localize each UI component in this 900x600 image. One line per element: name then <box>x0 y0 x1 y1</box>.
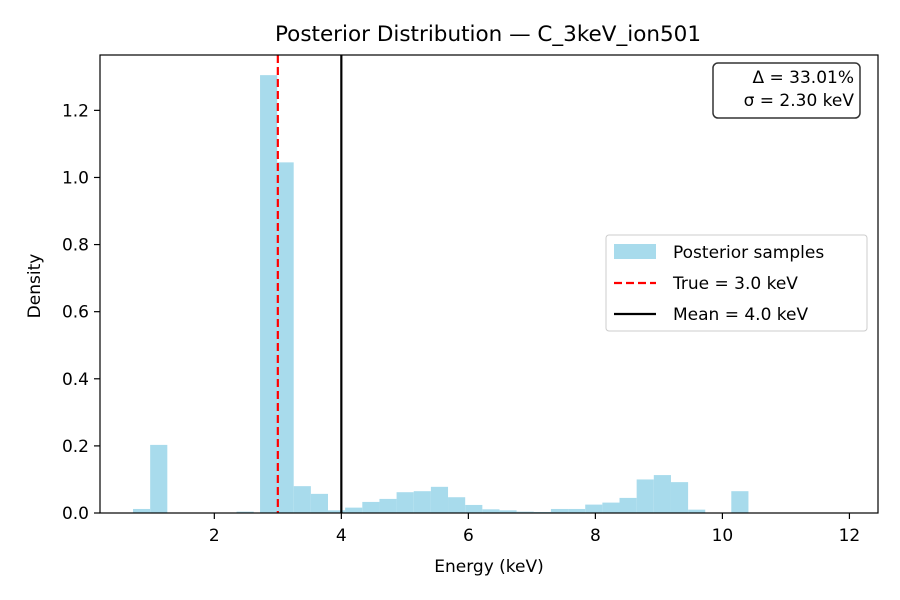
y-tick-label: 1.2 <box>62 101 89 121</box>
histogram-bar <box>133 508 151 513</box>
histogram-bar <box>636 479 654 513</box>
histogram-bar <box>688 509 706 513</box>
histogram-bar <box>465 504 483 513</box>
histogram-bar <box>328 510 346 513</box>
y-tick-label: 1.0 <box>62 168 89 188</box>
x-axis-label: Energy (keV) <box>434 557 544 577</box>
chart-title: Posterior Distribution — C_3keV_ion501 <box>275 22 701 47</box>
histogram-bar <box>482 509 500 513</box>
histogram-bar <box>277 162 294 513</box>
histogram-bar <box>362 501 380 513</box>
y-axis-ticks: 0.0 0.2 0.4 0.6 0.8 1.0 1.2 <box>62 101 100 524</box>
plot-area <box>99 54 879 514</box>
histogram-bar <box>150 444 168 513</box>
histogram-bar <box>293 486 311 513</box>
y-tick-label: 0.6 <box>62 303 89 323</box>
legend-swatch-posterior <box>614 244 656 259</box>
histogram-bar <box>499 510 517 513</box>
histogram-bar <box>731 491 749 513</box>
annotation-sigma: σ = 2.30 keV <box>744 91 855 111</box>
histogram-bar <box>585 504 603 513</box>
x-tick-label: 6 <box>463 526 474 546</box>
axes-frame <box>99 54 879 514</box>
histogram-bar <box>568 508 586 513</box>
histogram-bar <box>430 486 449 513</box>
x-axis-ticks: 2 4 6 8 10 12 <box>209 513 860 546</box>
y-axis-label: Density <box>25 254 45 319</box>
histogram-bar <box>619 497 637 513</box>
reference-lines <box>276 55 343 513</box>
legend-frame <box>605 234 868 332</box>
histogram-bar <box>516 511 534 513</box>
histogram-bar <box>670 482 689 513</box>
x-tick-label: 10 <box>712 526 734 546</box>
legend-label-posterior: Posterior samples <box>673 243 824 263</box>
histogram-bar <box>345 507 363 513</box>
y-tick-label: 0.8 <box>62 236 89 256</box>
histogram-bar <box>413 491 431 513</box>
histogram-bar <box>260 75 278 513</box>
y-tick-label: 0.2 <box>62 437 89 457</box>
x-tick-label: 8 <box>590 526 601 546</box>
histogram-bar <box>310 493 328 513</box>
histogram-bar <box>396 492 414 513</box>
stats-annotation-box: Δ = 33.01% σ = 2.30 keV <box>712 62 861 119</box>
histogram-bar <box>379 498 397 513</box>
y-tick-label: 0.0 <box>62 504 89 524</box>
histogram-bar <box>602 502 620 513</box>
x-tick-label: 2 <box>209 526 220 546</box>
legend: Posterior samples True = 3.0 keV Mean = … <box>605 234 868 332</box>
x-tick-label: 12 <box>839 526 861 546</box>
legend-label-true: True = 3.0 keV <box>672 274 798 294</box>
annotation-frame <box>712 62 861 119</box>
histogram-bar <box>653 475 671 513</box>
annotation-delta: Δ = 33.01% <box>752 68 854 88</box>
legend-label-mean: Mean = 4.0 keV <box>673 305 809 325</box>
y-tick-label: 0.4 <box>62 370 89 390</box>
histogram-bar <box>236 511 254 513</box>
x-tick-label: 4 <box>336 526 347 546</box>
histogram-bar <box>550 508 569 513</box>
histogram-bar <box>448 497 466 513</box>
